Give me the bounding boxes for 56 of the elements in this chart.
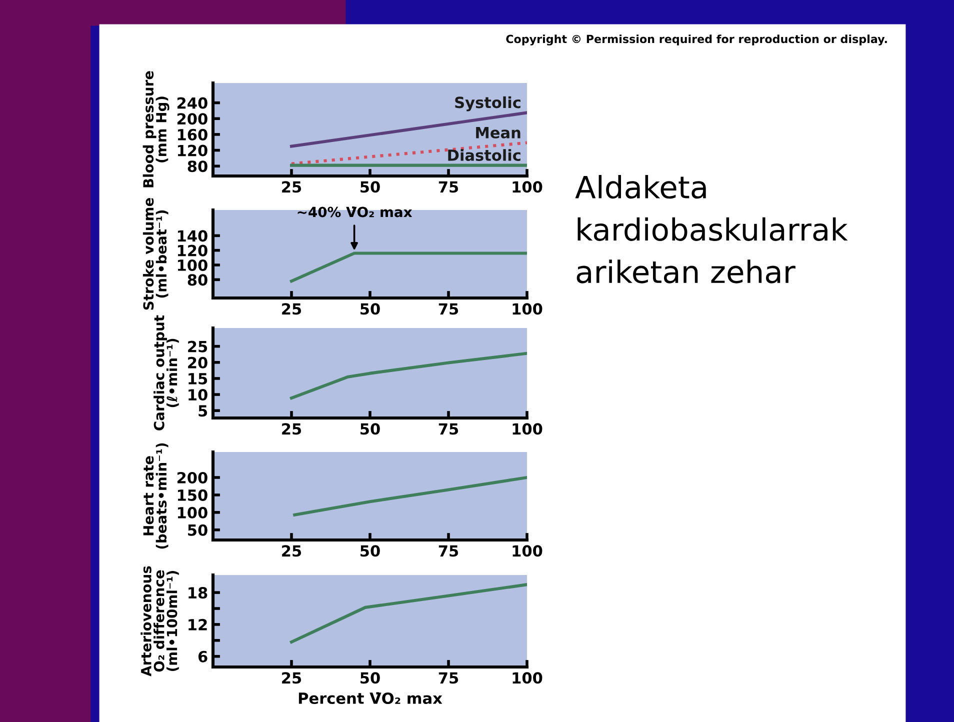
y-tick-label: 50 bbox=[188, 524, 208, 536]
x-tick-label: 75 bbox=[438, 303, 458, 315]
y-tick-label: 15 bbox=[188, 373, 208, 384]
y-tick-label: 150 bbox=[178, 489, 208, 501]
x-tick-label: 50 bbox=[360, 423, 380, 435]
x-tick-label: 25 bbox=[282, 545, 302, 557]
y-tick-label: 240 bbox=[177, 97, 208, 109]
y-axis-title: Cardiac output (ℓ•min⁻¹) bbox=[154, 315, 179, 430]
x-tick-label: 25 bbox=[282, 423, 302, 435]
line-series bbox=[290, 352, 527, 400]
y-tick-label: 120 bbox=[178, 244, 208, 256]
x-tick-label: 50 bbox=[360, 181, 380, 193]
y-tick-label: 10 bbox=[188, 389, 208, 401]
x-tick-label: 75 bbox=[438, 545, 458, 557]
x-tick-label: 100 bbox=[512, 423, 542, 435]
y-tick-label: 5 bbox=[198, 405, 208, 417]
x-tick-label: 50 bbox=[360, 672, 380, 684]
x-tick-label: 75 bbox=[438, 423, 458, 435]
text: Copyright © Permission required for reproduction or display. bbox=[506, 34, 887, 46]
x-tick-label: 50 bbox=[360, 545, 380, 557]
x-axis-title: Percent V̇O₂ max bbox=[298, 692, 442, 704]
y-tick-label: 200 bbox=[177, 472, 208, 484]
y-tick-label: 200 bbox=[177, 113, 208, 125]
text: Aldaketa kardiobaskularrak ariketan zehar bbox=[575, 175, 848, 284]
annotation: ~40% V̇O₂ max bbox=[298, 206, 412, 218]
y-tick-label: 100 bbox=[178, 259, 208, 272]
y-tick-label: 80 bbox=[188, 160, 208, 172]
x-tick-label: 25 bbox=[282, 181, 302, 193]
x-tick-label: 50 bbox=[360, 303, 380, 315]
x-tick-label: 100 bbox=[512, 672, 542, 684]
x-tick-label: 25 bbox=[282, 672, 302, 684]
y-tick-label: 6 bbox=[198, 650, 208, 662]
y-axis-title: Heart rate (beats•min⁻¹) bbox=[143, 443, 168, 549]
x-tick-label: 100 bbox=[512, 545, 542, 557]
y-axis-title: Blood pressure (mm Hg) bbox=[142, 71, 170, 188]
x-tick-label: 100 bbox=[512, 181, 542, 193]
y-tick-label: 25 bbox=[188, 340, 208, 352]
y-tick-label: 12 bbox=[188, 618, 207, 630]
x-tick-label: 100 bbox=[512, 303, 542, 315]
y-tick-label: 140 bbox=[178, 230, 208, 242]
series-label: Mean bbox=[476, 127, 520, 138]
y-tick-label: 80 bbox=[188, 274, 208, 286]
y-axis-title: Arteriovenous O₂ difference (ml•100ml⁻¹) bbox=[140, 566, 179, 676]
y-tick-label: 20 bbox=[188, 356, 208, 368]
line-series bbox=[290, 583, 527, 644]
x-tick-label: 75 bbox=[438, 672, 458, 684]
y-tick-label: 100 bbox=[178, 506, 208, 518]
y-axis-title: Stroke volume (ml•beat⁻¹) bbox=[142, 198, 168, 310]
series-label: Systolic bbox=[455, 96, 520, 112]
line-series bbox=[293, 476, 527, 516]
y-tick-label: 160 bbox=[178, 128, 208, 140]
x-tick-label: 75 bbox=[438, 181, 458, 193]
y-tick-label: 120 bbox=[178, 144, 208, 156]
series-label: Diastolic bbox=[448, 149, 520, 161]
x-tick-label: 25 bbox=[282, 303, 302, 315]
y-tick-label: 18 bbox=[188, 587, 208, 599]
